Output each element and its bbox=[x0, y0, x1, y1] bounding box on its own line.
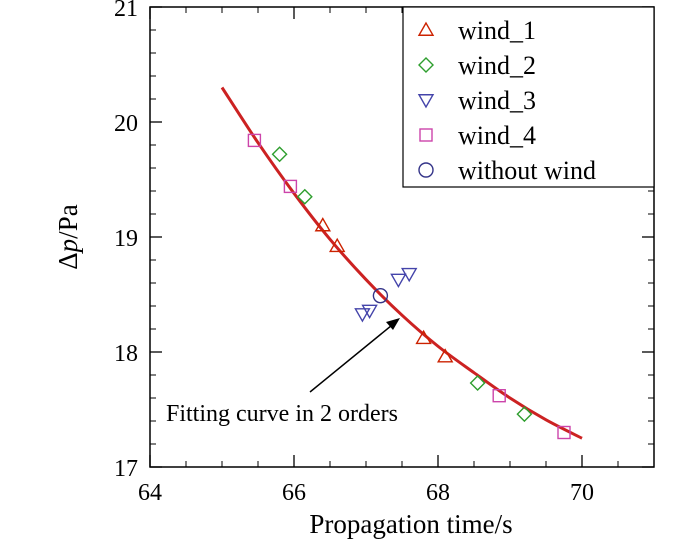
y-tick-label: 18 bbox=[114, 341, 138, 367]
legend-wind-2-marker bbox=[418, 57, 434, 73]
y-axis-title: Δp/Pa bbox=[53, 204, 83, 269]
point-wind-2 bbox=[516, 406, 533, 423]
data-markers bbox=[247, 133, 571, 440]
point-wind-2 bbox=[469, 375, 486, 392]
point-wind-4 bbox=[283, 179, 298, 194]
legend-wind-3-label: wind_3 bbox=[458, 86, 536, 115]
y-tick-label: 19 bbox=[114, 226, 138, 252]
point-wind-4 bbox=[492, 389, 506, 403]
y-tick-label: 21 bbox=[114, 0, 138, 22]
fit-curve bbox=[220, 86, 583, 440]
legend-without-wind-label: without wind bbox=[458, 156, 596, 185]
legend-wind-1-label: wind_1 bbox=[458, 16, 536, 45]
x-tick-label: 66 bbox=[282, 480, 306, 506]
y-tick-label: 20 bbox=[114, 111, 138, 137]
point-wind-1 bbox=[328, 237, 346, 253]
annotation-arrow-line bbox=[309, 320, 398, 393]
point-without-wind bbox=[372, 287, 389, 304]
y-axis-title-delta: Δ bbox=[53, 252, 83, 269]
point-wind-3 bbox=[390, 273, 407, 288]
annotation-arrowhead bbox=[386, 318, 400, 330]
legend-wind-4-label: wind_4 bbox=[458, 121, 536, 150]
point-wind-3 bbox=[361, 304, 378, 320]
point-wind-2 bbox=[271, 146, 288, 163]
point-wind-1 bbox=[314, 217, 332, 232]
point-wind-1 bbox=[415, 329, 432, 345]
y-axis-title-unit: /Pa bbox=[53, 204, 83, 239]
tick-labels: 64 66 68 70 17 18 19 20 21 bbox=[114, 0, 594, 506]
x-axis-title: Propagation time/s bbox=[309, 509, 512, 539]
y-axis-title-var: p bbox=[53, 239, 83, 255]
legend-wind-1-marker bbox=[417, 21, 435, 36]
x-tick-label: 68 bbox=[426, 480, 450, 506]
annotation: Fitting curve in 2 orders bbox=[166, 318, 400, 427]
legend-wind-3-marker bbox=[417, 94, 435, 109]
legend-wind-2-label: wind_2 bbox=[458, 51, 536, 80]
point-wind-4 bbox=[247, 133, 262, 148]
point-wind-2 bbox=[296, 188, 313, 205]
y-tick-label: 17 bbox=[114, 456, 138, 482]
annotation-label: Fitting curve in 2 orders bbox=[166, 401, 398, 427]
point-wind-3 bbox=[354, 308, 371, 323]
legend-without-wind-marker bbox=[418, 162, 434, 178]
point-wind-1 bbox=[436, 348, 454, 363]
point-wind-4 bbox=[557, 425, 571, 440]
legend-box bbox=[402, 6, 655, 188]
legend-wind-4-marker bbox=[419, 128, 433, 142]
x-tick-label: 64 bbox=[138, 480, 162, 506]
x-tick-label: 70 bbox=[570, 480, 594, 506]
point-wind-3 bbox=[400, 267, 418, 283]
